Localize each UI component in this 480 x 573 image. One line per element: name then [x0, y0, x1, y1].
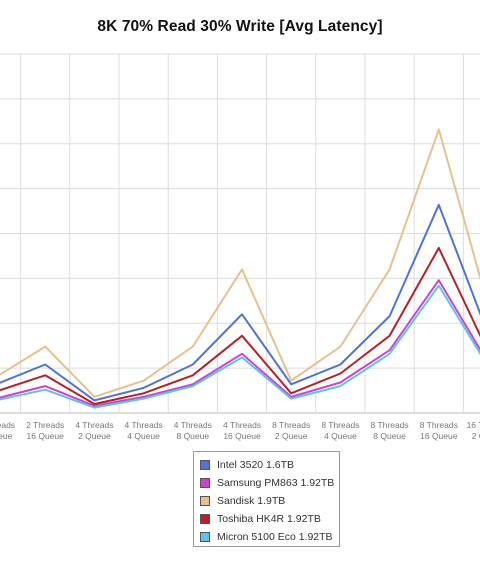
x-tick-label: 8 Threads 2 Queue — [272, 420, 310, 441]
x-tick-label: 4 Threads 2 Queue — [75, 420, 113, 441]
series-lines — [0, 128, 480, 409]
x-tick-label: 4 Threads 16 Queue — [223, 420, 261, 441]
x-tick-label: 8 Threads 8 Queue — [371, 420, 409, 441]
legend-item: Samsung PM863 1.92TB — [200, 474, 339, 492]
x-tick-label: 8 Threads 16 Queue — [420, 420, 458, 441]
x-tick-label: 8 Threads 4 Queue — [321, 420, 359, 441]
legend: Intel 3520 1.6TB Samsung PM863 1.92TB Sand… — [193, 451, 340, 547]
legend-swatch — [200, 496, 210, 506]
legend-item: Toshiba HK4R 1.92TB — [200, 510, 339, 528]
chart-title: 8K 70% Read 30% Write [Avg Latency] — [97, 18, 383, 35]
legend-label: Sandisk 1.9TB — [217, 495, 286, 507]
grid — [0, 53, 480, 414]
series-line-3 — [0, 246, 480, 405]
legend-label: Toshiba HK4R 1.92TB — [217, 513, 321, 525]
legend-swatch — [200, 514, 210, 524]
x-tick-label: 4 Threads 4 Queue — [125, 420, 163, 441]
series-line-0 — [0, 203, 480, 402]
legend-item: Sandisk 1.9TB — [200, 492, 339, 510]
legend-label: Micron 5100 Eco 1.92TB — [217, 531, 333, 543]
series-line-1 — [0, 279, 480, 407]
legend-swatch — [200, 460, 210, 470]
legend-label: Samsung PM863 1.92TB — [217, 477, 335, 489]
legend-swatch — [200, 532, 210, 542]
legend-item: Intel 3520 1.6TB — [200, 456, 339, 474]
series-line-4 — [0, 284, 480, 409]
legend-swatch — [200, 478, 210, 488]
x-tick-label: 2 Threads 16 Queue — [26, 420, 64, 441]
series-line-2 — [0, 128, 480, 398]
legend-item: Micron 5100 Eco 1.92TB — [200, 528, 339, 546]
x-tick-label: 4 Threads 8 Queue — [174, 420, 212, 441]
legend-label: Intel 3520 1.6TB — [217, 459, 295, 471]
